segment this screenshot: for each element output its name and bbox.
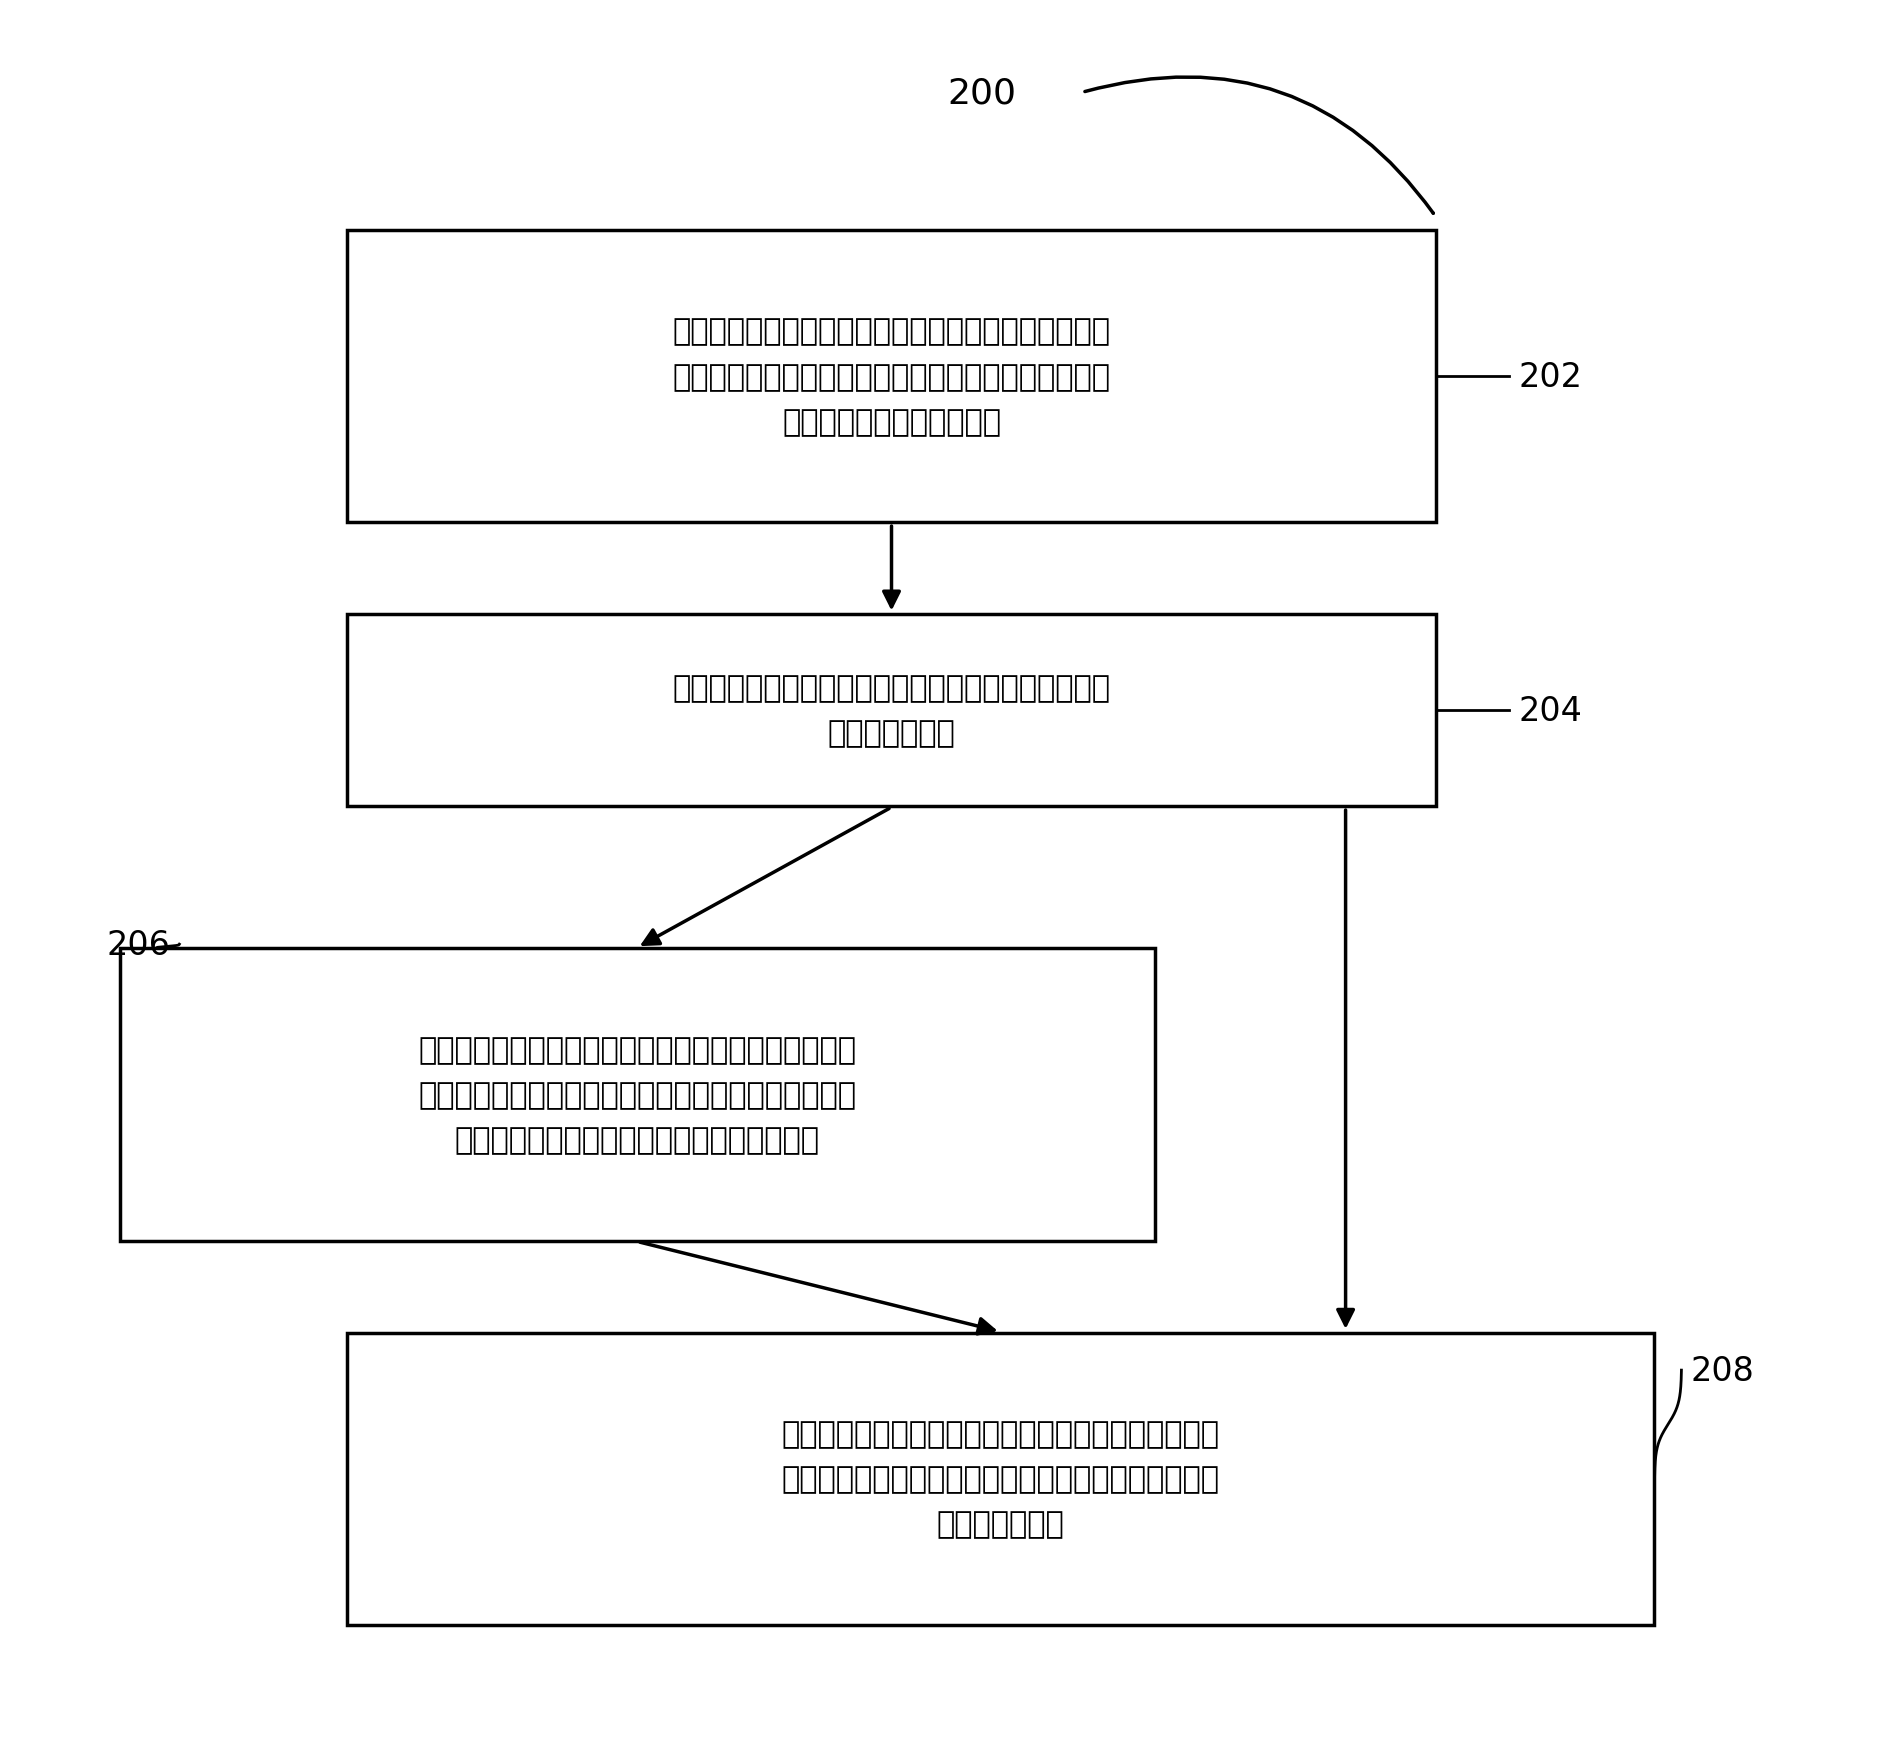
FancyBboxPatch shape: [346, 1332, 1654, 1624]
Text: 确定该存储空间中是否存在与被释放的已分配子空间相
邻的空闲子空间: 确定该存储空间中是否存在与被释放的已分配子空间相 邻的空闲子空间: [672, 675, 1111, 748]
Text: 200: 200: [948, 77, 1016, 110]
Text: 响应于确定所述存储空间中存在与被释放的已分配子空
间相邻的空闲子空间，将被释放的已分配子空间与相邻
的空闲子空间合并并且配置为新的空闲子空间: 响应于确定所述存储空间中存在与被释放的已分配子空 间相邻的空闲子空间，将被释放的…: [418, 1035, 857, 1155]
Text: 响应于获取到关于多个环境配置信息中的至少一个环境
配置信息对应的释放指令，释放用于存储该至少一个环
境配置信息的已分配子空间: 响应于获取到关于多个环境配置信息中的至少一个环境 配置信息对应的释放指令，释放用…: [672, 318, 1111, 436]
Text: 204: 204: [1517, 694, 1582, 727]
Text: 206: 206: [106, 929, 170, 962]
FancyBboxPatch shape: [119, 949, 1154, 1242]
FancyBboxPatch shape: [346, 231, 1436, 523]
Text: 208: 208: [1691, 1355, 1754, 1386]
FancyBboxPatch shape: [346, 616, 1436, 807]
Text: 202: 202: [1517, 360, 1582, 393]
Text: 响应于确定该存储空间中不存在与被释放的已分配子空
间相邻的空闲子空间，将被释放的已分配子空间配置为
新的空闲子空间: 响应于确定该存储空间中不存在与被释放的已分配子空 间相邻的空闲子空间，将被释放的…: [781, 1419, 1220, 1539]
FancyArrowPatch shape: [1084, 78, 1434, 214]
